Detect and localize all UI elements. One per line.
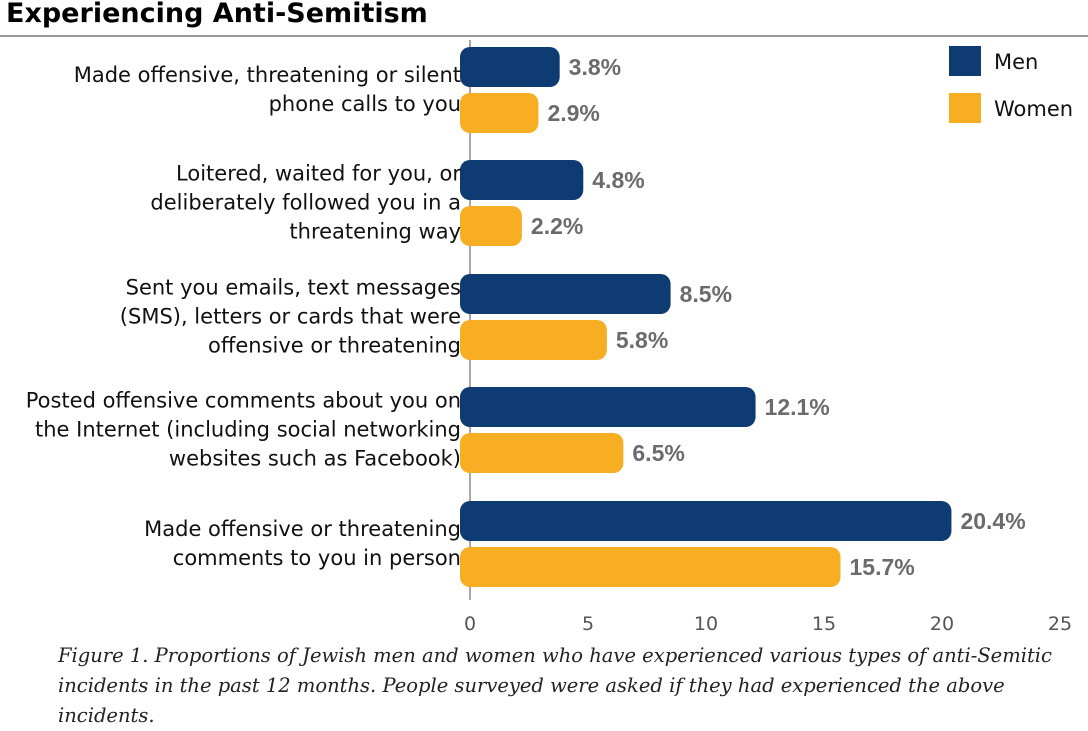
category-label: (SMS), letters or cards that were [120, 305, 461, 329]
category-label: Made offensive, threatening or silent [74, 63, 461, 87]
data-label: 6.5% [632, 440, 684, 466]
bar-women [460, 320, 607, 360]
category-label: offensive or threatening [208, 334, 461, 358]
category-label: phone calls to you [269, 92, 461, 116]
category-label: Loitered, waited for you, or [176, 162, 461, 186]
data-label: 2.9% [547, 100, 599, 126]
bar-men [460, 501, 952, 541]
page-title: Experiencing Anti-Semitism [6, 0, 428, 29]
category-label: websites such as Facebook) [169, 447, 461, 471]
category-label: Posted offensive comments about you on [26, 389, 461, 413]
bar-men [460, 47, 560, 87]
bar-men [460, 274, 671, 314]
data-label: 8.5% [680, 281, 732, 307]
data-label: 15.7% [850, 554, 915, 580]
x-tick-label: 5 [582, 613, 594, 635]
bar-women [460, 93, 539, 133]
bar-chart: 0 5 10 15 20 25 3.8% 2.9% Made offensive, threat… [26, 40, 1073, 635]
data-label: 12.1% [765, 394, 830, 420]
bar-women [460, 547, 841, 587]
category-label: the Internet (including social networkin… [35, 418, 461, 442]
data-label: 3.8% [569, 54, 621, 80]
legend-label-men: Men [994, 50, 1038, 74]
x-tick-label: 20 [930, 613, 954, 635]
data-label: 20.4% [960, 508, 1025, 534]
category-label: Sent you emails, text messages [126, 276, 461, 300]
data-label: 2.2% [531, 213, 583, 239]
x-tick-label: 15 [812, 613, 836, 635]
legend-swatch-men [949, 46, 981, 76]
bar-men [460, 160, 584, 200]
x-tick-label: 10 [694, 613, 718, 635]
x-tick-label: 25 [1048, 613, 1072, 635]
category-label: threatening way [289, 220, 461, 244]
bar-men [460, 387, 756, 427]
figure-caption: Figure 1. Proportions of Jewish men and … [58, 644, 1052, 727]
data-label: 4.8% [592, 167, 644, 193]
bar-women [460, 433, 624, 473]
category-label: deliberately followed you in a [150, 191, 461, 215]
x-tick-label: 0 [464, 613, 476, 635]
legend-swatch-women [949, 93, 981, 123]
category-label: Made offensive or threatening [144, 517, 461, 541]
title-divider [0, 35, 1088, 37]
data-label: 5.8% [616, 327, 668, 353]
legend-label-women: Women [994, 97, 1073, 121]
category-label: comments to you in person [173, 546, 461, 570]
bar-women [460, 206, 522, 246]
